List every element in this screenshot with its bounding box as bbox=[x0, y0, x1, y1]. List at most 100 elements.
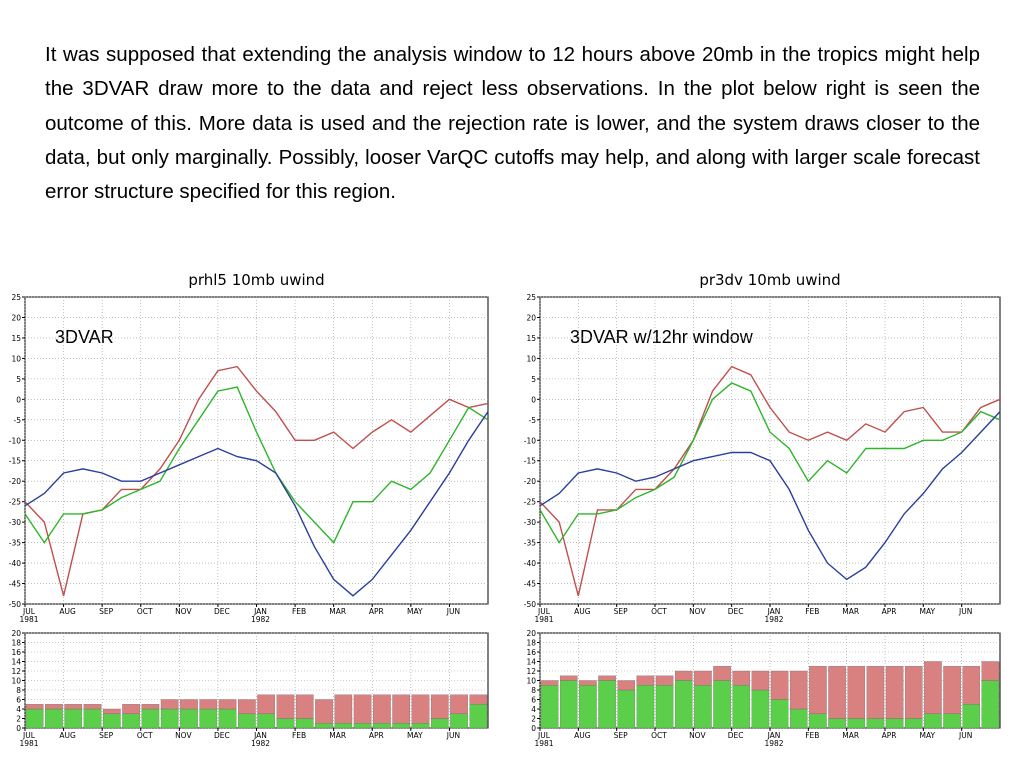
x-tick-label: JAN 1982 bbox=[250, 731, 271, 748]
bar-segment bbox=[617, 680, 636, 691]
x-tick-label: JUN bbox=[959, 607, 973, 616]
y-tick-label: -10 bbox=[524, 436, 536, 445]
x-tick-label: JAN 1982 bbox=[764, 607, 784, 624]
bar-segment bbox=[218, 708, 237, 729]
y-tick-label: 0 bbox=[16, 395, 21, 404]
bar-segment bbox=[866, 718, 885, 729]
bar-segment bbox=[694, 670, 712, 686]
bar-segment bbox=[770, 670, 789, 700]
y-tick-label: 16 bbox=[11, 648, 21, 657]
y-tick-label: -35 bbox=[9, 539, 21, 548]
x-tick-label: MAY bbox=[407, 731, 423, 740]
y-tick-label: -20 bbox=[524, 477, 536, 486]
chart-title: prhl5 10mb uwind bbox=[188, 271, 324, 289]
bar-segment bbox=[694, 685, 712, 729]
x-tick-label: OCT bbox=[136, 607, 153, 616]
bar-segment bbox=[83, 704, 102, 710]
bar-segment bbox=[373, 723, 391, 729]
y-tick-label: -45 bbox=[9, 580, 21, 589]
x-tick-label: APR bbox=[881, 731, 897, 740]
x-tick-label: MAY bbox=[407, 607, 423, 616]
y-tick-label: -25 bbox=[524, 498, 536, 507]
y-tick-label: 12 bbox=[526, 667, 536, 676]
y-tick-label: 12 bbox=[11, 667, 21, 676]
x-tick-label: SEP bbox=[613, 731, 628, 740]
bar-segment bbox=[789, 708, 808, 729]
x-tick-label: MAR bbox=[329, 607, 347, 616]
bar-segment bbox=[25, 704, 44, 710]
x-tick-label: NOV bbox=[175, 607, 192, 616]
bar-segment bbox=[866, 666, 885, 719]
x-tick-label: DEC bbox=[727, 731, 744, 740]
y-tick-label: -30 bbox=[9, 518, 21, 527]
bar-segment bbox=[617, 689, 636, 729]
bar-segment bbox=[713, 680, 731, 729]
x-tick-label: AUG bbox=[574, 731, 591, 740]
bar-segment bbox=[238, 713, 256, 729]
series-line bbox=[539, 411, 1001, 581]
bar-segment bbox=[315, 723, 333, 729]
paragraph: It was supposed that extending the analy… bbox=[45, 43, 980, 204]
x-tick-label: DEC bbox=[214, 731, 230, 740]
x-tick-label: JUN bbox=[446, 731, 461, 740]
bar-segment bbox=[981, 680, 1000, 729]
bar-segment bbox=[469, 704, 488, 729]
x-tick-label: DEC bbox=[727, 607, 744, 616]
bar-segment bbox=[450, 694, 468, 714]
y-tick-label: 10 bbox=[11, 677, 21, 686]
bar-segment bbox=[751, 670, 770, 691]
bar-segment bbox=[295, 694, 314, 719]
bar-segment bbox=[674, 670, 693, 681]
bar-segment bbox=[981, 661, 1000, 681]
bar-segment bbox=[411, 694, 430, 724]
x-tick-label: NOV bbox=[689, 731, 706, 740]
x-tick-label: FEB bbox=[291, 731, 307, 740]
y-tick-label: 16 bbox=[526, 648, 536, 657]
x-tick-label: JUL 1981 bbox=[534, 731, 554, 748]
bar-segment bbox=[828, 718, 846, 729]
bar-segment bbox=[218, 699, 237, 710]
bar-segment bbox=[943, 713, 961, 729]
x-tick-label: AUG bbox=[59, 731, 76, 740]
bar-segment bbox=[257, 713, 275, 729]
x-tick-label: SEP bbox=[613, 607, 628, 616]
y-tick-label: 18 bbox=[11, 639, 21, 648]
x-tick-label: NOV bbox=[689, 607, 706, 616]
x-tick-label: AUG bbox=[574, 607, 591, 616]
y-tick-label: 20 bbox=[526, 629, 536, 638]
y-tick-label: 6 bbox=[531, 696, 536, 705]
bar-segment bbox=[789, 670, 808, 710]
bar-segment bbox=[45, 704, 63, 710]
bar-segment bbox=[122, 704, 140, 714]
x-tick-label: JUL 1981 bbox=[19, 731, 39, 748]
bar-segment bbox=[373, 694, 391, 724]
y-tick-label: 20 bbox=[11, 313, 21, 322]
y-tick-label: 18 bbox=[526, 639, 536, 648]
y-tick-label: 25 bbox=[11, 293, 21, 302]
bar-segment bbox=[180, 699, 198, 710]
y-tick-label: -25 bbox=[9, 498, 21, 507]
bar-segment bbox=[655, 675, 674, 686]
x-tick-label: JUL 1981 bbox=[19, 607, 39, 624]
x-tick-label: FEB bbox=[291, 607, 307, 616]
y-tick-label: 2 bbox=[16, 715, 21, 724]
bar-segment bbox=[847, 718, 866, 729]
x-tick-label: JAN 1982 bbox=[250, 607, 271, 624]
y-tick-label: 0 bbox=[16, 724, 21, 733]
bar-segment bbox=[392, 723, 411, 729]
bar-segment bbox=[540, 680, 559, 686]
x-tick-label: JUN bbox=[446, 607, 461, 616]
bar-segment bbox=[180, 708, 198, 729]
y-tick-label: 10 bbox=[526, 677, 536, 686]
bar-segment bbox=[430, 694, 449, 719]
x-tick-label: OCT bbox=[651, 731, 667, 740]
y-tick-label: 5 bbox=[16, 375, 21, 384]
bar-segment bbox=[732, 685, 751, 729]
x-tick-label: JUN bbox=[959, 731, 973, 740]
bar-segment bbox=[885, 666, 904, 719]
bar-segment bbox=[962, 666, 981, 705]
y-tick-label: -35 bbox=[524, 539, 536, 548]
bar-segment bbox=[353, 723, 372, 729]
